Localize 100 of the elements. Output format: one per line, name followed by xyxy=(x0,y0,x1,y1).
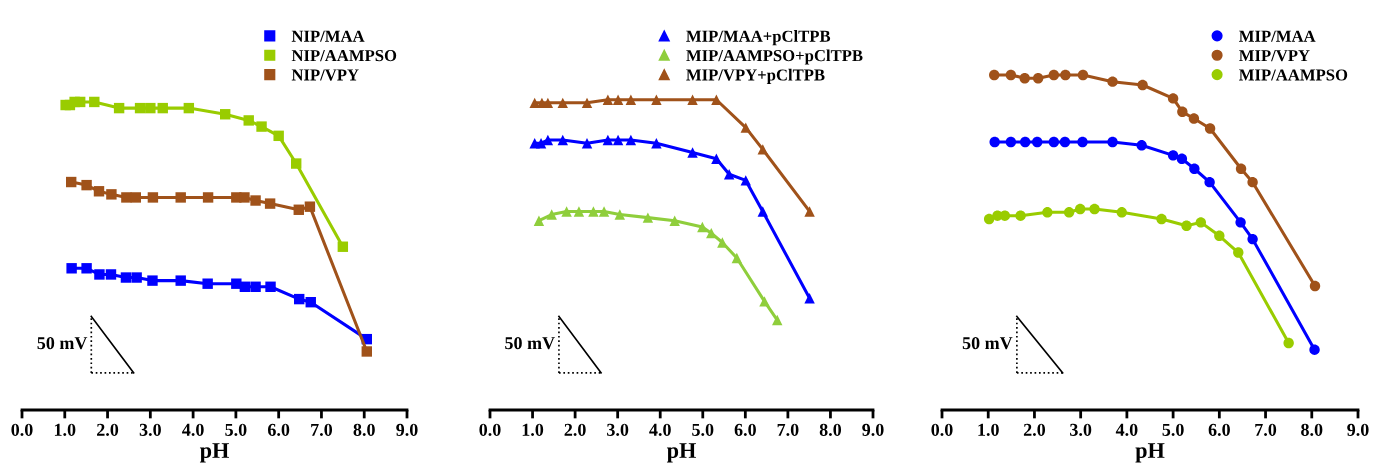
point xyxy=(1214,230,1225,241)
point xyxy=(175,275,186,286)
x-tick-label: 2.0 xyxy=(564,423,586,436)
x-tick-label: 0.0 xyxy=(11,423,33,436)
point xyxy=(1309,344,1320,355)
point xyxy=(804,293,815,304)
legend-label: NIP/MAA xyxy=(291,30,365,42)
x-axis-title: pH xyxy=(199,443,229,463)
point xyxy=(1048,136,1060,148)
point xyxy=(239,281,251,292)
point xyxy=(94,269,105,280)
point xyxy=(529,97,540,109)
point xyxy=(304,201,316,212)
point xyxy=(147,275,158,286)
point xyxy=(1077,136,1088,148)
legend-label: MIP/AAMPSO+pClTPB xyxy=(686,49,863,65)
point xyxy=(1042,207,1053,218)
point xyxy=(273,130,284,142)
point xyxy=(625,134,637,146)
x-tick-label: 1.0 xyxy=(978,423,999,436)
x-tick-label: 1.0 xyxy=(54,423,76,436)
point xyxy=(723,168,735,180)
point xyxy=(542,134,554,146)
point xyxy=(612,134,624,146)
point xyxy=(989,69,1000,81)
point xyxy=(106,189,117,200)
point xyxy=(1235,217,1246,228)
point xyxy=(804,206,815,217)
point xyxy=(74,96,86,108)
point xyxy=(1107,136,1118,148)
point xyxy=(757,144,768,155)
x-tick-label: 0.0 xyxy=(931,423,953,436)
x-tick-label: 9.0 xyxy=(862,423,884,436)
point xyxy=(612,94,624,105)
x-tick-label: 1.0 xyxy=(522,423,544,436)
legend-label: NIP/AAMPSO xyxy=(291,50,397,62)
point xyxy=(1015,210,1026,221)
point xyxy=(757,206,768,217)
point xyxy=(145,102,156,114)
point xyxy=(1204,123,1216,134)
point xyxy=(1116,207,1128,218)
annotation: 50 mV xyxy=(37,337,88,350)
x-tick-label: 6.0 xyxy=(268,423,290,436)
point xyxy=(243,115,254,126)
x-tick-label: 9.0 xyxy=(1347,423,1369,436)
point xyxy=(81,179,92,191)
point xyxy=(81,263,92,274)
point xyxy=(291,158,302,169)
point xyxy=(759,296,770,307)
point xyxy=(1059,136,1071,148)
point xyxy=(1204,176,1215,188)
point xyxy=(264,198,276,209)
point xyxy=(1167,150,1179,161)
point xyxy=(1137,79,1148,91)
point xyxy=(533,215,545,226)
point xyxy=(1309,280,1321,292)
point xyxy=(121,192,132,203)
x-tick-label: 5.0 xyxy=(692,423,714,436)
point xyxy=(1077,69,1089,81)
point xyxy=(337,241,349,252)
point xyxy=(1177,106,1188,118)
point xyxy=(219,109,231,120)
point xyxy=(625,94,637,105)
x-tick-label: 7.0 xyxy=(1255,423,1277,436)
point xyxy=(183,102,195,114)
point xyxy=(105,269,117,280)
point xyxy=(293,293,305,305)
point xyxy=(697,221,708,233)
point xyxy=(614,209,625,220)
x-axis-title: pH xyxy=(1135,443,1165,463)
point xyxy=(1195,217,1207,228)
point xyxy=(706,227,717,239)
point xyxy=(120,272,132,283)
point xyxy=(131,272,142,283)
point xyxy=(731,252,743,264)
point xyxy=(573,206,585,217)
legend-label: MIP/AAMPSO xyxy=(1239,69,1348,81)
point xyxy=(711,153,722,164)
legend-label: MIP/VPY xyxy=(1239,50,1310,62)
legend-label: NIP/VPY xyxy=(291,69,359,81)
x-tick-label: 6.0 xyxy=(1208,423,1230,436)
point xyxy=(983,213,995,225)
point xyxy=(1188,113,1200,124)
point xyxy=(598,206,610,217)
x-tick-label: 6.0 xyxy=(734,423,756,436)
point xyxy=(1005,69,1017,81)
x-tick-label: 5.0 xyxy=(1162,423,1184,436)
point xyxy=(89,96,100,108)
point xyxy=(1060,69,1071,81)
x-tick-label: 7.0 xyxy=(311,423,333,436)
point xyxy=(157,102,168,114)
x-tick-label: 8.0 xyxy=(353,423,375,436)
point xyxy=(740,122,751,133)
x-tick-label: 8.0 xyxy=(1301,423,1323,436)
x-tick-label: 9.0 xyxy=(396,423,418,436)
point xyxy=(239,192,250,203)
point xyxy=(588,206,599,217)
point xyxy=(602,134,614,146)
annotation: 50 mV xyxy=(962,337,1013,350)
point xyxy=(1019,73,1030,84)
